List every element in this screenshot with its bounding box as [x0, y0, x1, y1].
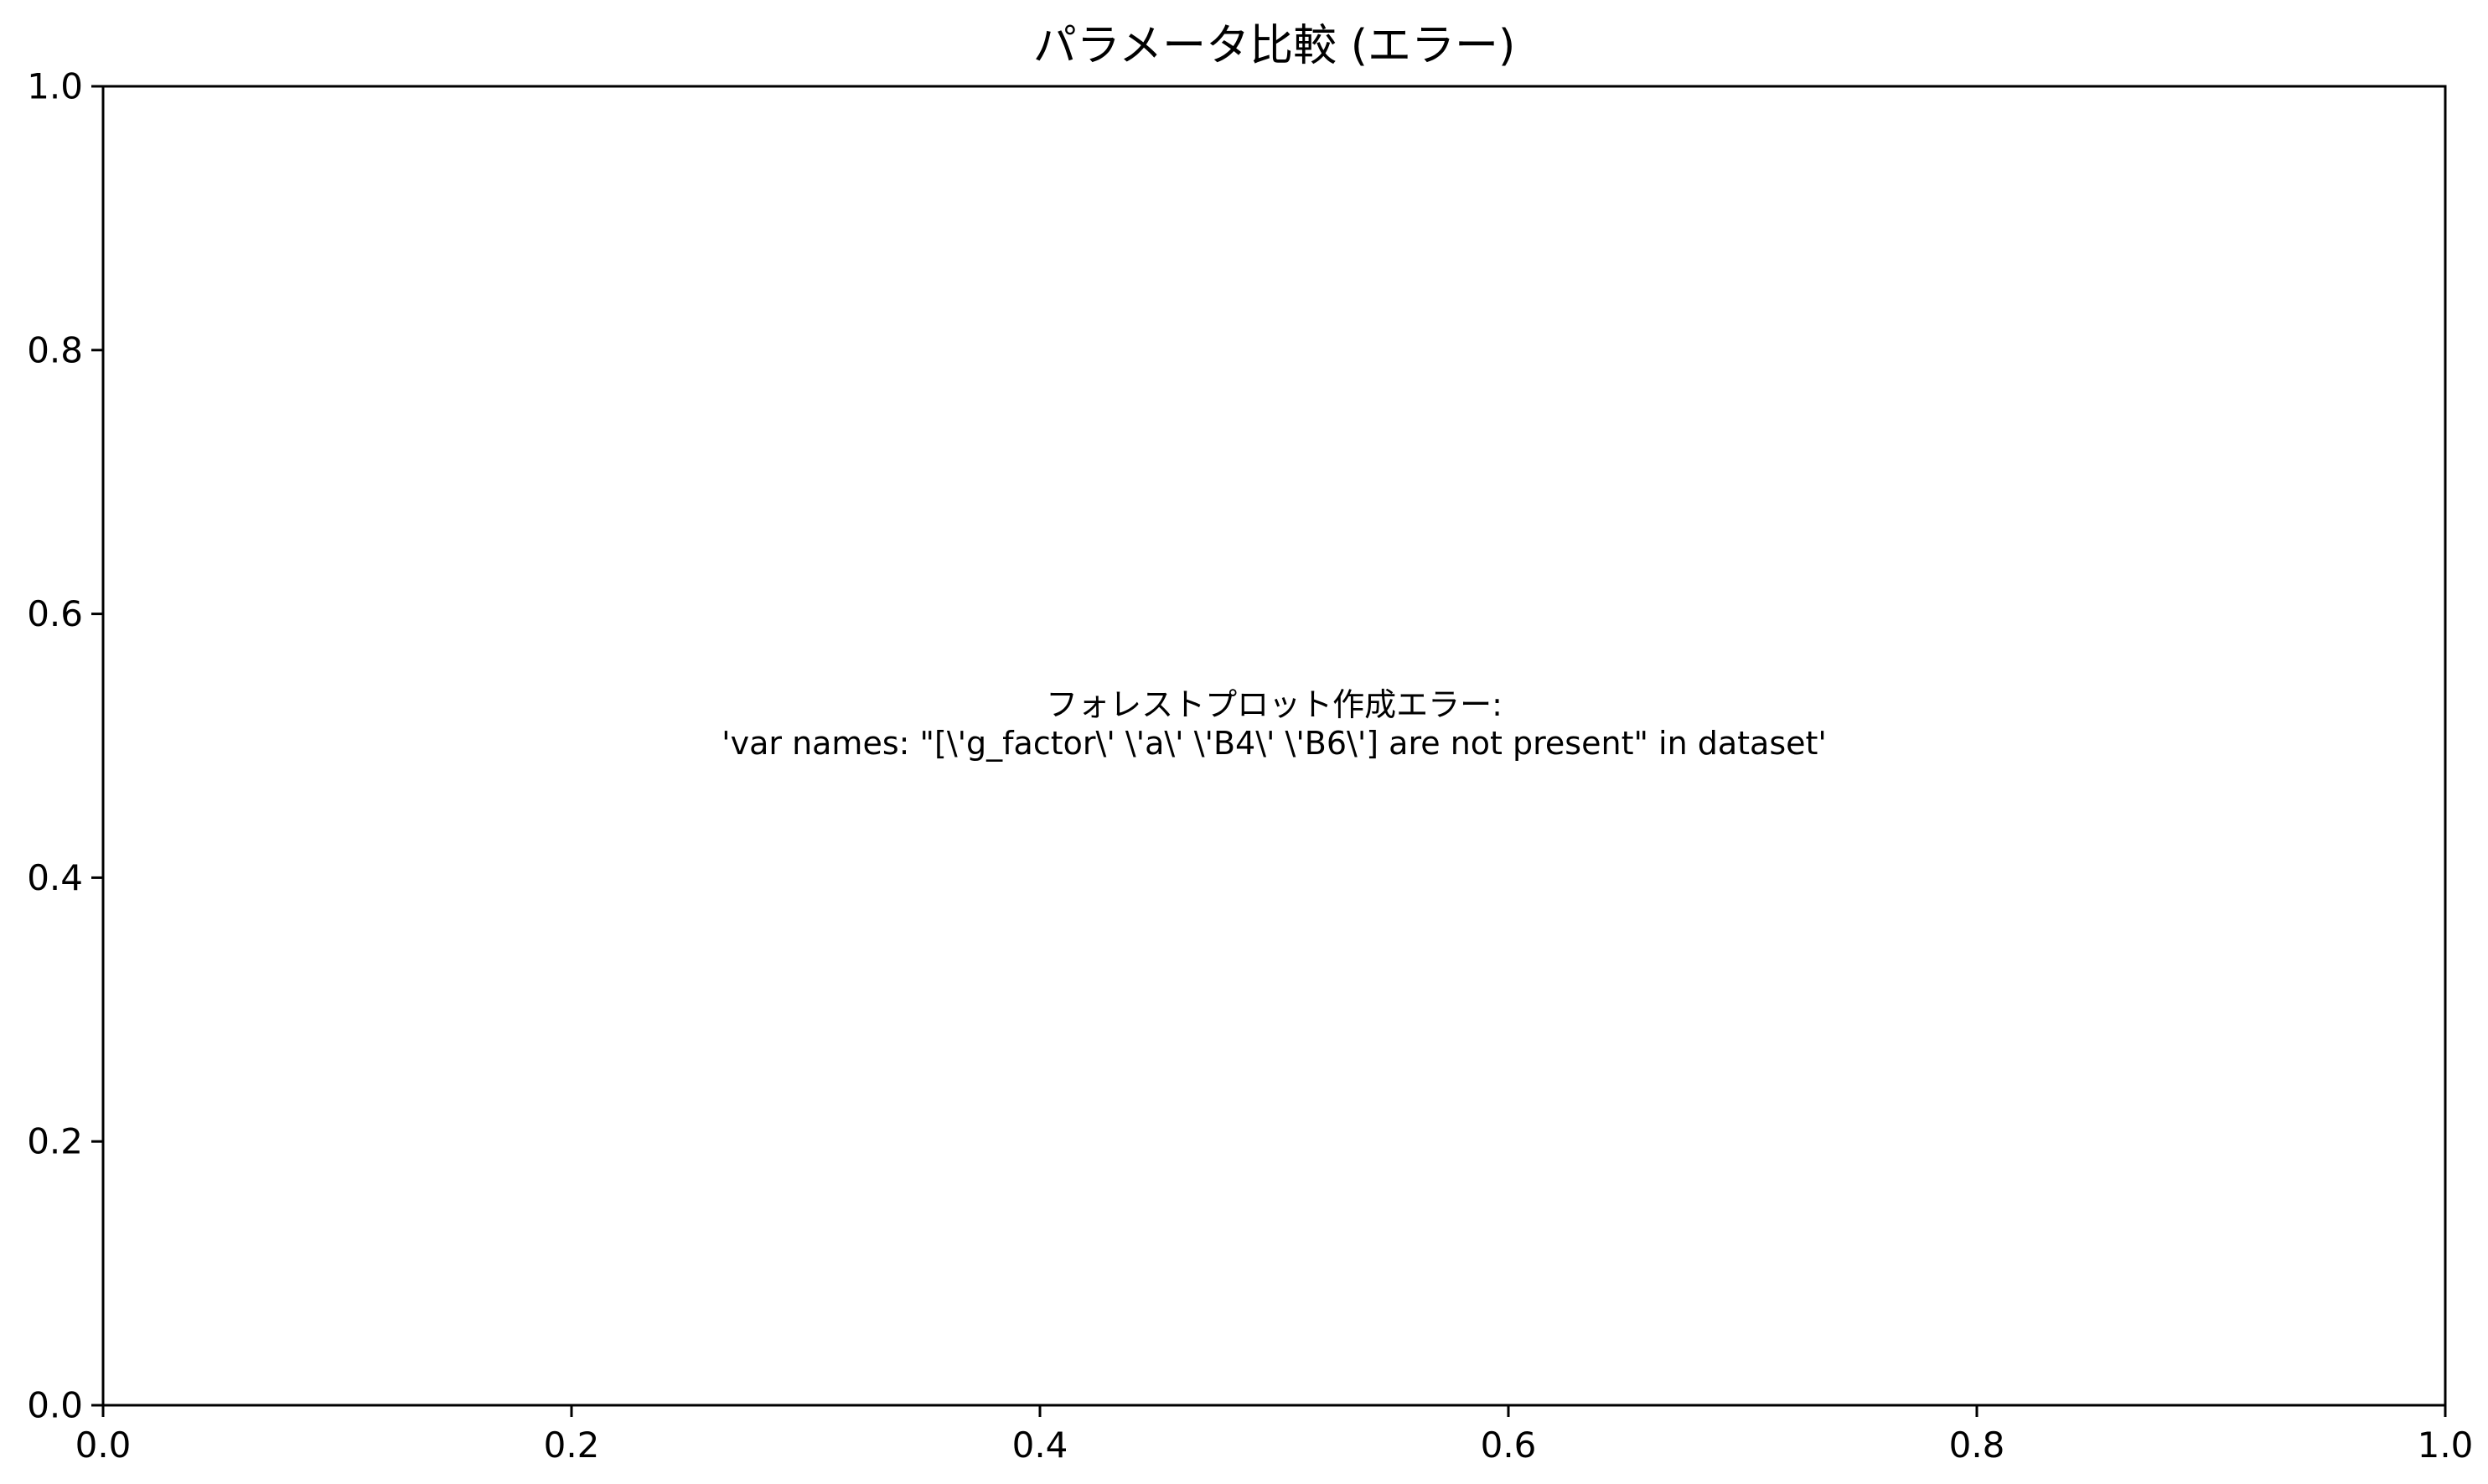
- x-tick-label: 0.8: [1949, 1425, 2005, 1466]
- error-annotation-line: フォレストプロット作成エラー:: [1046, 686, 1503, 723]
- y-tick-label: 0.6: [27, 593, 83, 634]
- x-tick-label: 1.0: [2418, 1425, 2474, 1466]
- chart-title: パラメータ比較 (エラー): [1033, 21, 1516, 71]
- error-annotation-line: 'var names: "[\'g_factor\' \'a\' \'B4\' …: [722, 725, 1827, 762]
- x-tick-label: 0.0: [75, 1425, 132, 1466]
- x-axis-ticks: 0.0 0.2 0.4 0.6 0.8 1.0: [75, 1405, 2474, 1466]
- error-annotation: フォレストプロット作成エラー:'var names: "[\'g_factor\…: [722, 686, 1827, 762]
- y-axis-ticks: 0.0 0.2 0.4 0.6 0.8 1.0: [27, 66, 103, 1426]
- axes-frame: [101, 85, 2447, 1407]
- y-tick-label: 0.8: [27, 329, 83, 370]
- x-tick-label: 0.2: [544, 1425, 600, 1466]
- y-tick-label: 1.0: [27, 66, 83, 107]
- x-tick-label: 0.6: [1481, 1425, 1537, 1466]
- y-tick-label: 0.0: [27, 1385, 83, 1426]
- y-tick-label: 0.4: [27, 857, 83, 898]
- x-tick-label: 0.4: [1012, 1425, 1068, 1466]
- y-tick-label: 0.2: [27, 1121, 83, 1162]
